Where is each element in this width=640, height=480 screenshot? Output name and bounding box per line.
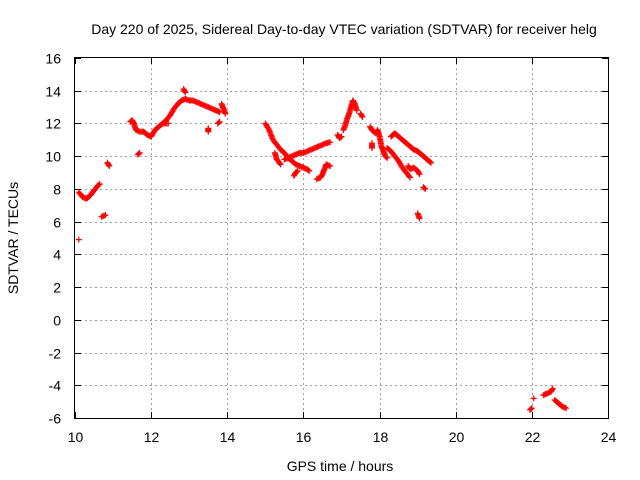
data-point: [327, 163, 334, 169]
data-point: [406, 173, 413, 180]
y-tick-label: -2: [49, 346, 62, 362]
y-tick-label: 12: [45, 116, 61, 132]
y-tick-label: 0: [53, 313, 61, 329]
y-tick-label: -6: [49, 411, 62, 427]
y-tick-label: 4: [53, 247, 61, 263]
data-point: [222, 110, 229, 117]
data-point: [265, 125, 272, 132]
y-tick-label: 8: [53, 182, 61, 198]
data-point: [181, 88, 188, 95]
data-point: [422, 185, 429, 192]
data-point: [135, 150, 142, 157]
x-axis-label: GPS time / hours: [287, 458, 394, 474]
data-point: [165, 120, 172, 127]
x-tick-label: 14: [220, 429, 236, 445]
data-point: [136, 149, 143, 156]
x-tick-label: 24: [601, 429, 617, 445]
x-tick-label: 22: [525, 429, 541, 445]
data-point: [293, 168, 300, 175]
data-point: [527, 406, 534, 412]
data-point: [359, 113, 366, 120]
data-point: [427, 158, 434, 165]
x-tick-label: 10: [68, 429, 84, 445]
data-point: [102, 212, 109, 219]
data-point: [421, 185, 428, 192]
x-tick-label: 18: [373, 429, 389, 445]
data-point: [216, 109, 223, 115]
x-tick-label: 16: [296, 429, 312, 445]
chart-title: Day 220 of 2025, Sidereal Day-to-day VTE…: [91, 21, 597, 37]
data-point: [215, 119, 222, 126]
data-point: [383, 154, 390, 160]
data-point: [427, 159, 434, 166]
data-point: [353, 107, 360, 114]
x-tick-label: 20: [449, 429, 465, 445]
data-point: [338, 133, 345, 140]
data-point: [384, 154, 391, 161]
data-point: [528, 405, 535, 412]
plot-frame: [74, 57, 609, 419]
y-tick-label: -4: [49, 378, 62, 394]
data-point: [305, 167, 312, 174]
data-point: [182, 89, 189, 96]
data-point: [277, 161, 284, 168]
data-point: [415, 170, 422, 177]
data-point: [294, 167, 301, 174]
data-point: [530, 395, 537, 402]
data-point: [276, 160, 283, 167]
y-tick-label: 2: [53, 280, 61, 296]
y-tick-label: 14: [45, 84, 61, 100]
y-axis-label: SDTVAR / TECUs: [5, 182, 21, 294]
y-tick-label: 16: [45, 51, 61, 67]
data-points: [75, 86, 570, 413]
grid: [75, 58, 608, 418]
y-tick-label: 10: [45, 149, 61, 165]
data-point: [337, 134, 344, 141]
data-point: [327, 139, 334, 146]
data-point: [416, 215, 423, 222]
data-point: [105, 161, 112, 168]
data-point: [96, 181, 103, 187]
data-point: [368, 145, 375, 151]
data-point: [416, 171, 423, 178]
data-point: [75, 236, 82, 243]
data-point: [205, 125, 212, 132]
data-point: [95, 181, 102, 188]
data-point: [216, 118, 223, 125]
data-point: [306, 167, 313, 174]
data-point: [549, 386, 556, 393]
data-point: [549, 385, 556, 392]
data-point: [358, 112, 365, 119]
x-tick-label: 12: [144, 429, 160, 445]
data-point: [106, 163, 113, 169]
y-tick-label: 6: [53, 215, 61, 231]
data-point: [563, 405, 570, 412]
data-point: [407, 174, 414, 181]
